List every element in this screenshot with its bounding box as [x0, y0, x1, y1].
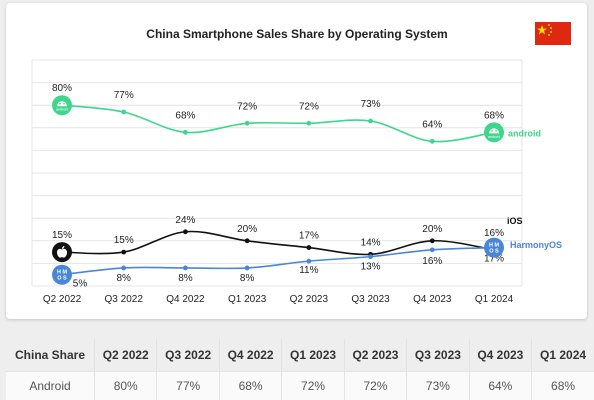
apple-icon	[52, 242, 72, 263]
x-tick-label: Q3 2022	[105, 294, 144, 305]
table-cell: 77%	[156, 371, 220, 400]
data-table-wrap: China Share Q2 2022 Q3 2022 Q4 2022 Q1 2023 Q…	[6, 339, 594, 400]
data-label: 14%	[361, 237, 381, 248]
table-header-cell: Q3 2022	[156, 339, 220, 372]
data-label: 17%	[299, 231, 319, 242]
table-cell: 80%	[94, 371, 158, 400]
table-header-cell: Q2 2023	[344, 339, 408, 372]
data-label: 77%	[114, 90, 134, 101]
data-point	[306, 258, 312, 264]
line-chart: Q2 2022 Q3 2022 Q4 2022 Q1 2023 Q2 2023 Q3 20…	[31, 59, 562, 305]
table-cell: 68%	[219, 371, 283, 400]
android-icon: android	[484, 122, 504, 143]
table-header-label: China Share	[6, 339, 95, 372]
data-point	[368, 254, 373, 260]
data-label: 68%	[484, 110, 504, 121]
data-label: 73%	[361, 99, 381, 110]
data-point	[244, 265, 250, 271]
data-point	[306, 120, 312, 126]
android-icon-text: android	[56, 108, 68, 112]
data-point	[429, 138, 435, 144]
harmonyos-icon: H MO S	[484, 237, 504, 258]
table-cell: 72%	[281, 371, 345, 400]
data-label: 24%	[175, 215, 195, 226]
series-label-android: android	[508, 128, 541, 138]
data-label: 72%	[237, 101, 257, 112]
data-point	[368, 118, 373, 124]
data-label: 16%	[484, 228, 504, 239]
table-body: Android 80% 77% 68% 72% 72% 73% 64% 68%	[6, 371, 594, 400]
data-point	[183, 229, 188, 235]
data-label: 17%	[484, 254, 504, 265]
data-point	[429, 247, 435, 253]
china-flag-icon	[535, 22, 571, 45]
data-label: 64%	[422, 119, 442, 130]
x-tick-label: Q1 2023	[228, 294, 267, 305]
data-point	[121, 265, 127, 271]
table-header-cell: Q4 2023	[469, 339, 533, 372]
x-tick-label: Q2 2022	[43, 294, 82, 305]
x-tick-label: Q4 2023	[413, 294, 452, 305]
series-line-android	[61, 104, 495, 143]
harmonyos-icon: H MO S	[52, 264, 72, 285]
data-label: 8%	[116, 273, 131, 284]
data-label: 11%	[299, 265, 318, 276]
data-label: 8%	[240, 273, 255, 284]
series-label-harmonyos: HarmonyOS	[510, 240, 562, 250]
table-row: Android 80% 77% 68% 72% 72% 73% 64% 68%	[6, 371, 594, 400]
harmonyos-icon-text: H M	[57, 270, 68, 276]
data-point	[183, 265, 188, 271]
series-line-ios	[61, 230, 495, 256]
data-label: 20%	[422, 224, 442, 235]
table-header-cell: Q1 2024	[540, 348, 587, 362]
x-tick-label: Q4 2022	[166, 294, 205, 305]
data-label: 8%	[178, 273, 193, 284]
data-point	[244, 238, 250, 244]
table-cell: 72%	[344, 371, 408, 400]
data-label: 72%	[299, 101, 319, 112]
row-label: Android	[6, 371, 95, 400]
table-header-row: China Share Q2 2022 Q3 2022 Q4 2022 Q1 2023 Q…	[6, 339, 594, 372]
android-icon: android	[52, 95, 72, 116]
data-label: 13%	[361, 262, 381, 273]
table-header-cell: Q1 2023	[281, 339, 345, 372]
harmonyos-icon-text: O S	[57, 276, 67, 282]
data-label: 80%	[52, 83, 72, 94]
table-header-cell: Q3 2023	[406, 339, 470, 372]
table-header-cell: Q4 2022	[219, 339, 283, 372]
data-label: 16%	[422, 256, 442, 267]
chart-title: China Smartphone Sales Share by Operatin…	[146, 27, 448, 41]
data-label: 20%	[237, 224, 257, 235]
data-point	[244, 120, 250, 126]
data-label: 68%	[175, 110, 195, 121]
data-label: 15%	[52, 230, 72, 241]
data-point	[183, 129, 188, 135]
data-label: 15%	[114, 235, 134, 246]
data-point	[306, 245, 312, 250]
chart-card	[6, 3, 587, 319]
table-cell: 68%	[531, 371, 594, 400]
table-header-cell: Q2 2022	[94, 339, 158, 372]
harmonyos-icon-text: O S	[489, 249, 499, 255]
x-tick-label: Q2 2023	[290, 294, 329, 305]
data-point	[121, 249, 127, 255]
data-label: 5%	[73, 279, 88, 290]
series-line-harmonyos	[61, 246, 495, 276]
x-tick-label: Q3 2023	[351, 294, 390, 305]
harmonyos-icon-text: H M	[489, 243, 500, 249]
share-table: China Share Q2 2022 Q3 2022 Q4 2022 Q1 2023 Q…	[6, 339, 594, 400]
data-point	[429, 238, 435, 244]
data-point	[121, 109, 127, 115]
table-cell: 64%	[469, 371, 533, 400]
x-tick-label: Q1 2024	[475, 294, 514, 305]
series-label-ios: iOS	[507, 216, 523, 226]
android-icon-text: android	[488, 135, 500, 139]
table-cell: 73%	[406, 371, 470, 400]
